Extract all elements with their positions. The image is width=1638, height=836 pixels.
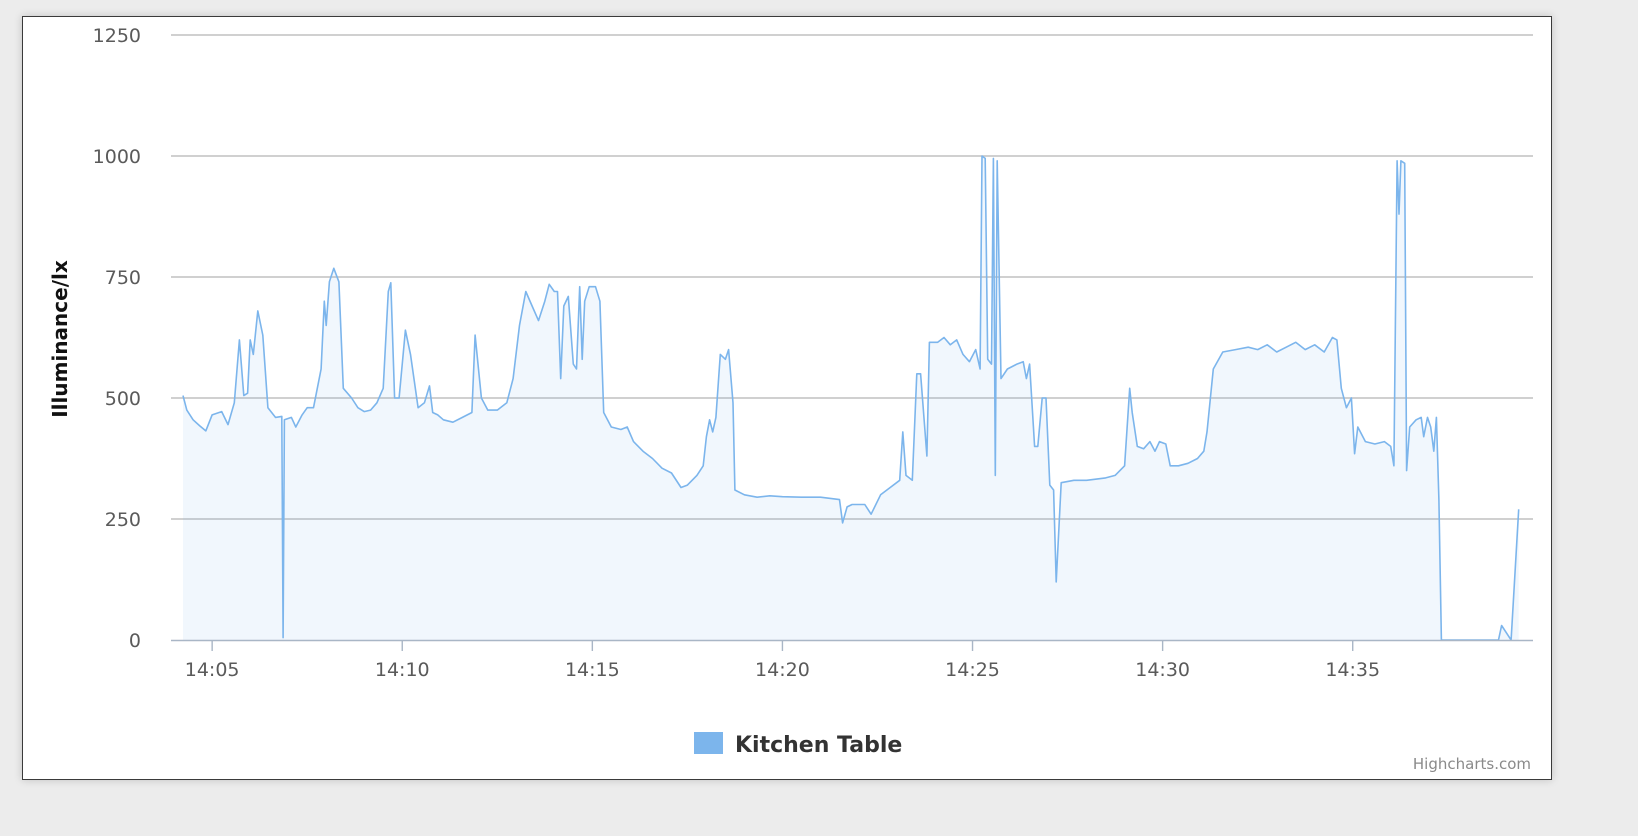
x-tick-label: 14:20 [755, 659, 810, 681]
chart-svg: 0 250 500 750 1000 1250 14:05 14:10 14:15 14:20 14… [48, 25, 1533, 773]
y-tick-label: 1000 [93, 146, 141, 168]
axes: 0 250 500 750 1000 1250 14:05 14:10 14:15 14:20 14… [93, 25, 1533, 681]
x-tick-label: 14:25 [945, 659, 1000, 681]
x-tick-label: 14:10 [375, 659, 430, 681]
legend-label[interactable]: Kitchen Table [735, 733, 902, 758]
y-tick-label: 1250 [93, 25, 141, 47]
x-tick-label: 14:35 [1325, 659, 1380, 681]
x-tick-label: 14:30 [1135, 659, 1190, 681]
y-tick-label: 750 [105, 267, 141, 289]
chart-container: 0 250 500 750 1000 1250 14:05 14:10 14:15 14:20 14… [22, 16, 1552, 780]
y-tick-label: 500 [105, 388, 141, 410]
y-tick-label: 0 [129, 630, 141, 652]
series-area [183, 156, 1519, 640]
credits-link[interactable]: Highcharts.com [1413, 755, 1531, 773]
legend[interactable]: Kitchen Table [694, 732, 902, 758]
x-tick-label: 14:15 [565, 659, 620, 681]
legend-swatch[interactable] [694, 732, 723, 754]
y-axis-title: Illuminance/lx [48, 260, 72, 418]
y-tick-label: 250 [105, 509, 141, 531]
x-tick-label: 14:05 [185, 659, 240, 681]
series-group [182, 155, 1520, 641]
series-line[interactable] [182, 155, 1520, 641]
